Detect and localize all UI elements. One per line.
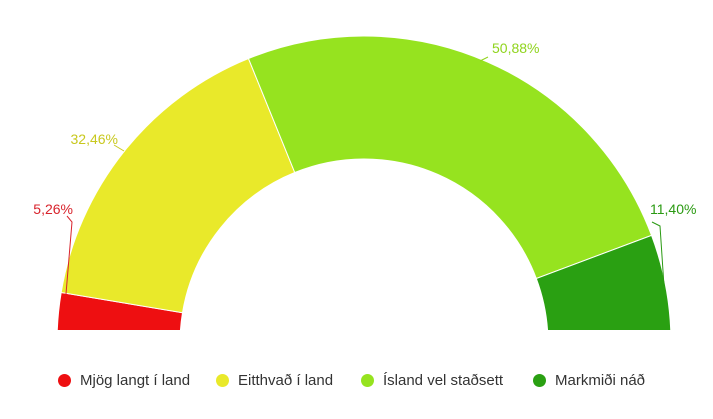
data-label-connector: [651, 221, 665, 287]
slice-4[interactable]: [535, 234, 672, 330]
legend-item-somewhat[interactable]: Eitthvað í land: [216, 372, 333, 389]
legend-marker: [533, 374, 546, 387]
slice-3[interactable]: [247, 35, 653, 280]
legend-label: Ísland vel staðsett: [383, 372, 504, 389]
legend-marker: [58, 374, 71, 387]
legend-label: Mjög langt í land: [80, 372, 191, 389]
data-label-connector: [113, 144, 125, 152]
data-label: 11,40%: [650, 201, 696, 217]
legend-label: Markmiði náð: [555, 372, 646, 389]
semi-donut-chart: 5,26% 32,46% 50,88% 11,40%: [33, 35, 696, 330]
legend-item-very-far[interactable]: Mjög langt í land: [58, 372, 190, 389]
legend-item-well-positioned[interactable]: Ísland vel staðsett: [361, 372, 503, 389]
legend: Mjög langt í land Eitthvað í land Ísland…: [0, 372, 713, 396]
data-label-connector: [479, 56, 489, 62]
slice-2[interactable]: [60, 57, 296, 314]
legend-marker: [216, 374, 229, 387]
data-label: 5,26%: [33, 201, 73, 217]
legend-marker: [361, 374, 374, 387]
data-label: 50,88%: [492, 40, 539, 56]
data-label-connector: [65, 215, 73, 295]
data-label: 32,46%: [71, 131, 118, 147]
legend-label: Eitthvað í land: [238, 372, 334, 389]
legend-item-goal-reached[interactable]: Markmiði náð: [533, 372, 645, 389]
